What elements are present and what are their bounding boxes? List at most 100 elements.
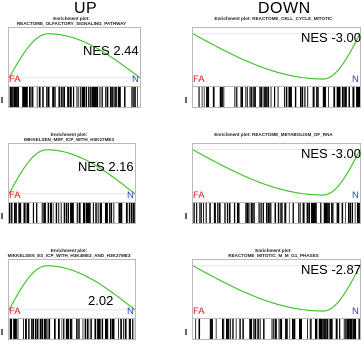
gene-hit-bar (212, 319, 213, 339)
gene-hit-bar (16, 87, 17, 107)
gene-hit-bar (132, 87, 133, 107)
enrichment-plot-panel: Enrichment plot:MIKKELSEN_ES_ICP_WITH_H3… (0, 248, 178, 364)
gene-hit-bar (216, 319, 217, 339)
gene-hit-bar (16, 87, 17, 107)
gene-hit-bar (307, 87, 308, 107)
gene-hit-bar (328, 203, 329, 223)
enrichment-plot-panel: Enrichment plot:REACTOME_MITOTIC_M_M_G1_… (184, 248, 362, 364)
gene-hit-bar (324, 203, 325, 223)
gene-hit-bar (86, 203, 87, 223)
gene-hit-bar (254, 87, 255, 107)
gene-hit-bar (18, 203, 19, 223)
gene-hit-bar (218, 203, 219, 223)
gene-hit-bar (97, 319, 98, 339)
side-tick (1, 213, 3, 219)
gene-hit-bar (61, 203, 62, 223)
gene-hit-bar (119, 87, 120, 107)
gene-hit-bar (314, 87, 315, 107)
gene-hit-bar (317, 87, 318, 107)
gene-hit-bar (255, 87, 256, 107)
gene-hit-bar (78, 319, 79, 339)
title-line-2: REACTOME_OLFACTORY_SIGNALING_PATHWAY (0, 21, 143, 26)
gene-hit-bar (203, 203, 204, 223)
gene-hit-bar (234, 203, 235, 223)
gene-hit-bar (90, 319, 91, 339)
gene-hit-bar (125, 319, 126, 339)
gene-hit-bar (259, 203, 260, 223)
gene-hit-bar (300, 319, 301, 339)
gene-hit-bar (270, 203, 271, 223)
gene-hit-bar (13, 319, 14, 339)
gene-hit-bar (263, 203, 264, 223)
gene-hit-bar (113, 203, 114, 223)
gene-hits-strip (192, 319, 361, 340)
gene-hit-bar (324, 87, 325, 107)
gene-hit-bar (329, 319, 330, 339)
gene-hit-bar (346, 87, 347, 107)
gene-hit-bar (24, 87, 25, 107)
gene-hit-bar (307, 319, 308, 339)
gene-hit-bar (30, 87, 31, 107)
side-tick (185, 213, 187, 219)
gene-hit-bar (271, 87, 272, 107)
gene-hit-bar (348, 87, 349, 107)
gene-hit-bar (323, 319, 324, 339)
gene-hit-bar (287, 319, 288, 339)
gene-hit-bar (86, 87, 87, 107)
gene-hit-bar (285, 203, 286, 223)
gene-hit-bar (77, 319, 78, 339)
gene-hit-bar (106, 87, 107, 107)
gene-hits-strip (8, 319, 136, 340)
gene-hit-bar (82, 87, 83, 107)
gene-hit-bar (131, 203, 132, 223)
gene-hit-bar (338, 87, 339, 107)
gene-hit-bar (42, 203, 43, 223)
gene-hit-bar (56, 203, 57, 223)
gene-hit-bar (12, 87, 13, 107)
gene-hit-bar (63, 319, 64, 339)
gene-hit-bar (337, 203, 338, 223)
gene-hit-bar (353, 319, 354, 339)
gene-hit-bar (289, 319, 290, 339)
gene-hit-bar (78, 87, 79, 107)
gene-hit-bar (348, 203, 349, 223)
gene-hit-bar (344, 87, 345, 107)
gene-hit-bar (22, 87, 23, 107)
gene-hit-bar (100, 319, 101, 339)
gene-hit-bar (312, 203, 313, 223)
gene-hit-bar (33, 203, 34, 223)
gene-hit-bar (266, 203, 267, 223)
nes-label: NES -3.00 (301, 146, 361, 161)
gene-hit-bar (123, 319, 124, 339)
gene-hit-bar (58, 203, 59, 223)
gene-hit-bar (36, 203, 37, 223)
gene-hit-bar (135, 87, 136, 107)
gene-hit-bar (236, 319, 237, 339)
gene-hit-bar (325, 87, 326, 107)
gene-hit-bar (251, 203, 252, 223)
gene-hit-bar (70, 87, 71, 107)
gene-hit-bar (14, 87, 15, 107)
gene-hit-bar (202, 87, 203, 107)
gene-hit-bar (242, 87, 243, 107)
gene-hit-bar (311, 203, 312, 223)
gene-hit-bar (351, 319, 352, 339)
gene-hit-bar (14, 203, 15, 223)
enrichment-plot-panel: Enrichment plot:MIKKELSEN_MEF_ICP_WITH_H… (0, 132, 178, 248)
n-group-label: N (132, 74, 139, 85)
gene-hit-bar (120, 203, 121, 223)
gene-hits-strip (8, 87, 141, 108)
gene-hit-bar (70, 203, 71, 223)
gene-hit-bar (217, 203, 218, 223)
gene-hit-bar (327, 319, 328, 339)
gene-hit-bar (18, 319, 19, 339)
gene-hit-bar (83, 319, 84, 339)
enrichment-plot-title: Enrichment plot: REACTOME_METABOLISM_OF_… (184, 132, 363, 137)
gene-hit-bar (89, 87, 90, 107)
gene-hit-bar (112, 87, 113, 107)
gene-hit-bar (134, 203, 135, 223)
gene-hit-bar (279, 319, 280, 339)
gene-hit-bar (273, 319, 274, 339)
gene-hit-bar (33, 319, 34, 339)
gene-hit-bar (263, 319, 264, 339)
